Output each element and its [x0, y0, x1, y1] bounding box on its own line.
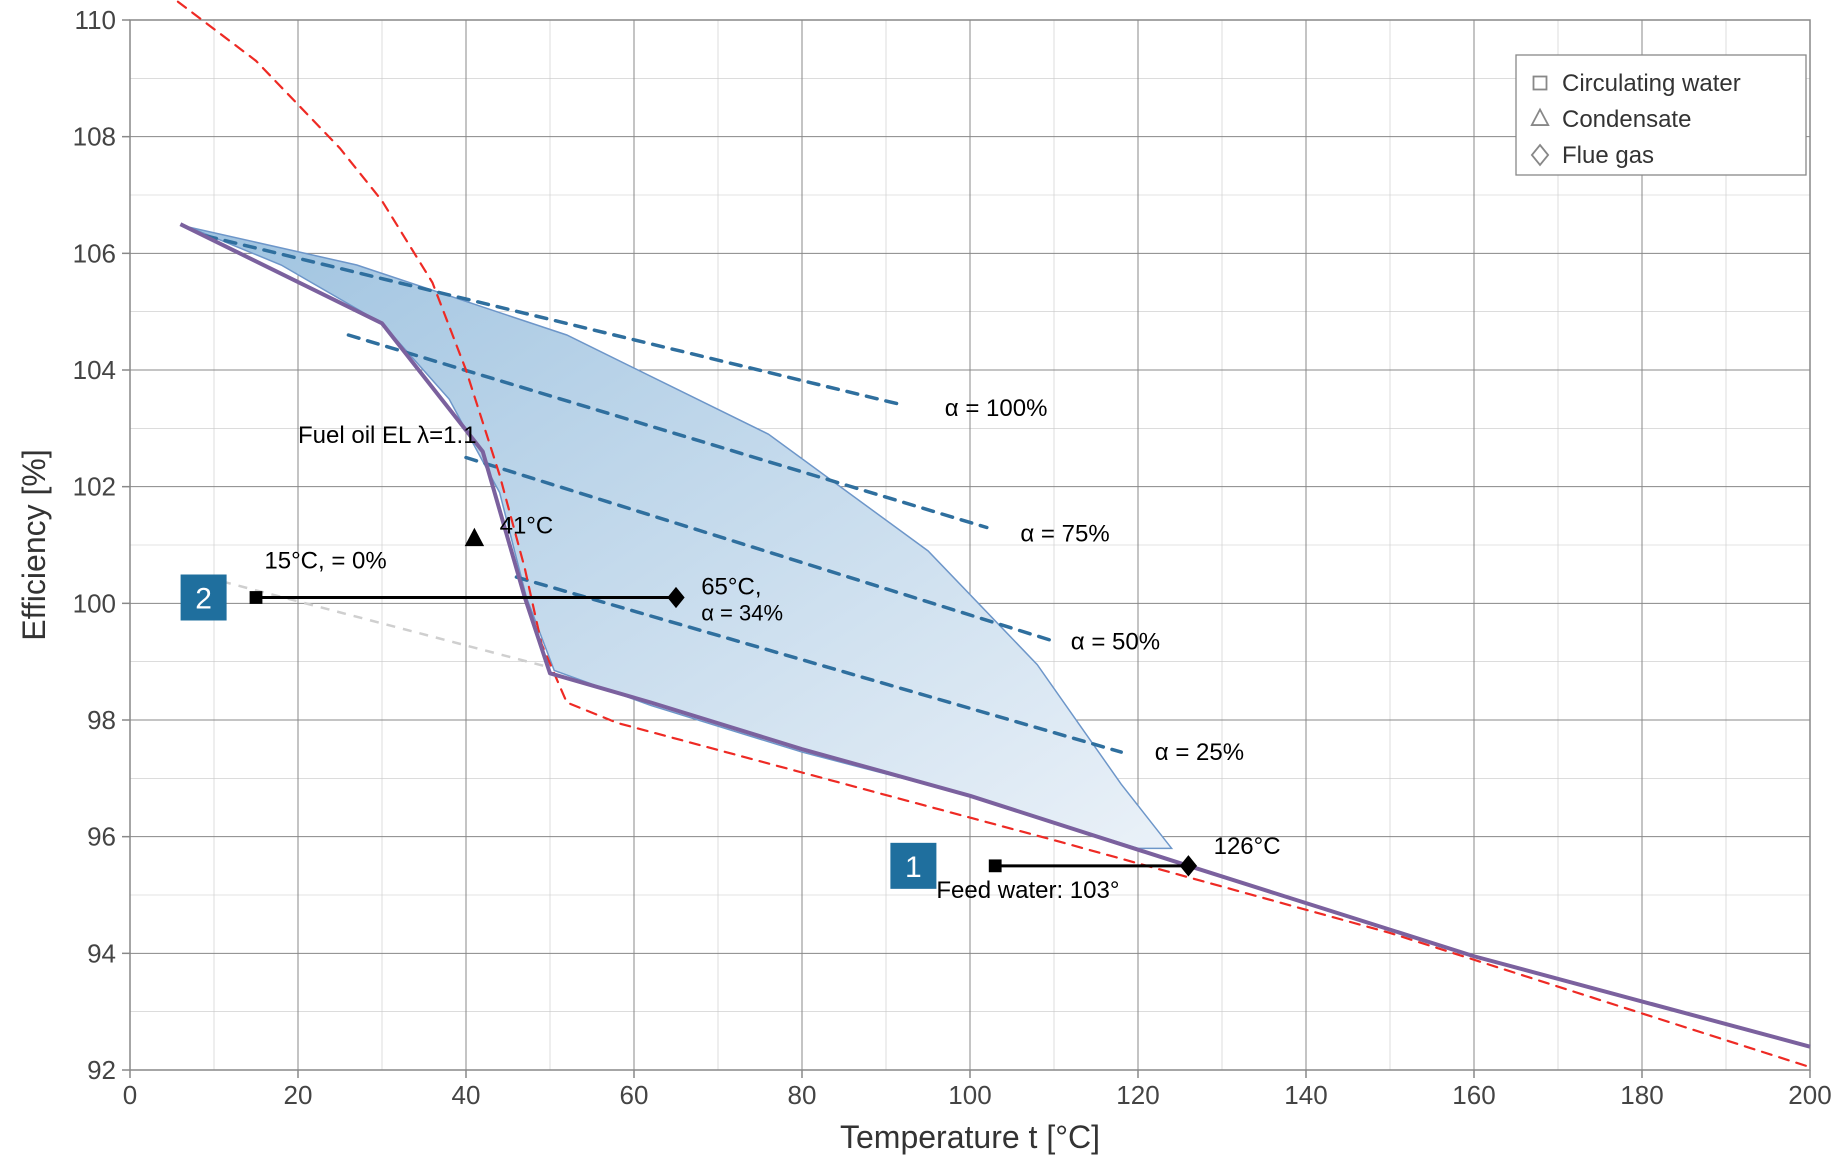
y-tick-label: 96: [87, 822, 116, 852]
alpha-label: α = 100%: [945, 395, 1048, 422]
y-tick-label: 108: [73, 122, 116, 152]
x-tick-label: 100: [948, 1080, 991, 1110]
point-65c-label-l1: 65°C,: [701, 574, 761, 601]
badge-text: 2: [195, 583, 212, 616]
y-axis-label: Efficiency [%]: [16, 449, 52, 640]
y-tick-label: 94: [87, 938, 116, 968]
y-tick-label: 100: [73, 588, 116, 618]
feed-water-label: Feed water: 103°: [936, 877, 1119, 904]
x-tick-label: 20: [284, 1080, 313, 1110]
legend-label: Condensate: [1562, 106, 1691, 133]
point-65c-label-l2: α = 34%: [701, 601, 783, 626]
x-tick-label: 60: [620, 1080, 649, 1110]
x-tick-label: 160: [1452, 1080, 1495, 1110]
x-tick-label: 180: [1620, 1080, 1663, 1110]
point-15c-label: 15°C, = 0%: [264, 547, 386, 574]
alpha-label: α = 50%: [1071, 628, 1160, 655]
badge-text: 1: [905, 851, 922, 884]
y-tick-label: 102: [73, 472, 116, 502]
x-tick-label: 0: [123, 1080, 137, 1110]
y-tick-label: 92: [87, 1055, 116, 1085]
y-tick-label: 106: [73, 238, 116, 268]
x-tick-label: 40: [452, 1080, 481, 1110]
x-tick-label: 80: [788, 1080, 817, 1110]
point-126c-label: 126°C: [1214, 833, 1281, 860]
alpha-label: α = 25%: [1155, 739, 1244, 766]
y-tick-label: 104: [73, 355, 116, 385]
y-tick-label: 110: [75, 5, 116, 35]
fuel-label: Fuel oil EL λ=1.1: [298, 422, 477, 449]
x-tick-label: 200: [1788, 1080, 1831, 1110]
legend-label: Circulating water: [1562, 70, 1741, 97]
y-tick-label: 98: [87, 705, 116, 735]
x-tick-label: 120: [1116, 1080, 1159, 1110]
x-axis-label: Temperature t [°C]: [840, 1119, 1100, 1155]
alpha-label: α = 75%: [1020, 520, 1109, 547]
condensate-41-label: 41°C: [500, 512, 554, 539]
x-tick-label: 140: [1284, 1080, 1327, 1110]
legend-label: Flue gas: [1562, 142, 1654, 169]
